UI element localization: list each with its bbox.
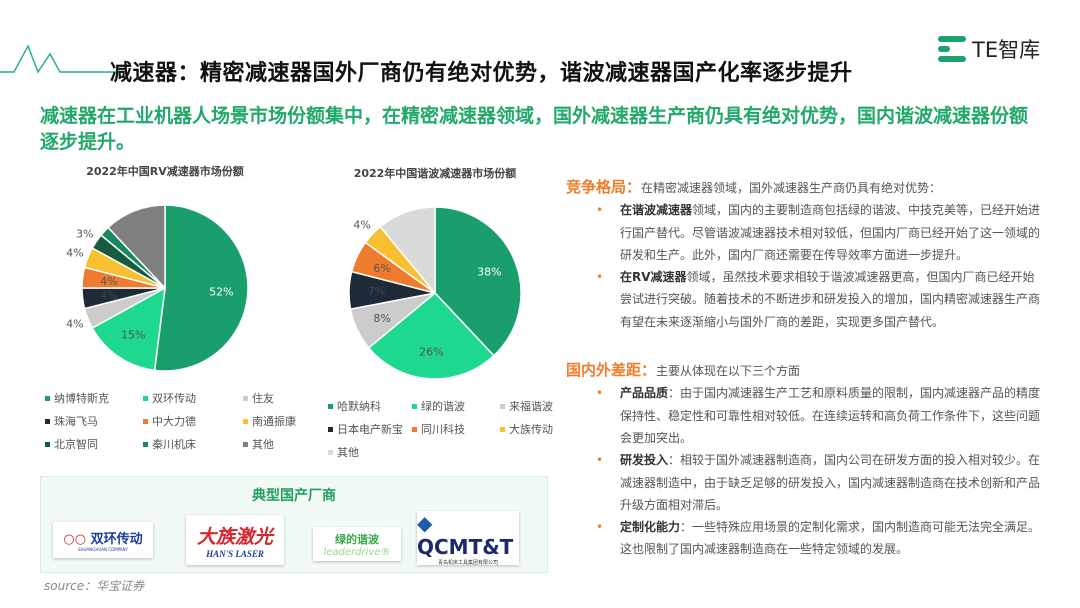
data-label: 7%: [368, 285, 385, 298]
data-label: 52%: [209, 286, 233, 299]
legend-label: 来福谐波: [509, 400, 553, 413]
legend-item: 日本电产新宝: [328, 421, 412, 437]
legend-item: 哈默纳科: [328, 398, 412, 414]
legend-item: 珠海飞马: [45, 413, 143, 429]
logo-qcmtt: ◆ QCMT&T 青岛机床工具集团有限公司: [417, 511, 519, 566]
brand-logo: TE智库: [938, 34, 1040, 64]
legend-swatch: [143, 395, 148, 401]
logo-leaderdrive: 绿的谐波 leaderdrive®: [313, 527, 401, 561]
legend-label: 日本电产新宝: [337, 423, 403, 436]
legend-item: 南通振康: [243, 413, 323, 429]
legend-label: 其他: [252, 438, 274, 451]
legend-item: 中大力德: [143, 413, 243, 429]
chart-title-rv: 2022年中国RV减速器市场份额: [86, 165, 244, 178]
logo-shuanghuan: ○○ 双环传动 SHUANGHUAN COMPANY: [53, 522, 153, 558]
section-competition: 竞争格局：在精密减速器领域，国外减速器生产商仍具有绝对优势：: [566, 176, 1046, 199]
data-label: 4%: [66, 318, 83, 331]
pie-slice: [367, 291, 495, 380]
legend-swatch: [45, 418, 50, 424]
data-label: 4%: [100, 275, 117, 288]
brand-logo-icon: [938, 36, 966, 62]
legend-label: 北京智同: [54, 438, 98, 451]
list-item: • 在RV减速器领域，虽然技术要求相较于谐波减速器更高，但国内厂商已经开始尝试进行…: [596, 270, 1041, 329]
legend-swatch: [243, 441, 248, 447]
pie-slice: [434, 206, 522, 357]
typical-makers-panel: 典型国产厂商 ○○ 双环传动 SHUANGHUAN COMPANY 大族激光 H…: [40, 476, 548, 573]
data-label: 4%: [100, 289, 117, 302]
pulse-line-decoration: [0, 44, 120, 74]
legend-item: 来福谐波: [500, 398, 570, 414]
analysis-text: 竞争格局：在精密减速器领域，国外减速器生产商仍具有绝对优势： • 在谐波减速器领域…: [566, 176, 1046, 561]
page-title: 减速器：精密减速器国外厂商仍有绝对优势，谐波减速器国产化率逐步提升: [110, 61, 853, 86]
legend-item: 双环传动: [143, 390, 243, 406]
legend-label: 住友: [252, 392, 274, 405]
legend-label: 南通振康: [252, 415, 296, 428]
data-label: 3%: [76, 227, 93, 240]
brand-name: TE智库: [972, 38, 1041, 62]
legend-swatch: [243, 395, 248, 401]
list-item: • 定制化能力：一些特殊应用场景的定制化需求，国内制造商可能无法完全满足。这也限制…: [596, 520, 1041, 557]
legend-item: 同川科技: [412, 421, 500, 437]
legend-label: 哈默纳科: [337, 400, 381, 413]
legend-swatch: [143, 441, 148, 447]
data-label: 26%: [419, 345, 443, 358]
makers-title: 典型国产厂商: [252, 488, 336, 504]
legend-item: 大族传动: [500, 421, 570, 437]
legend-swatch: [328, 403, 333, 409]
list-item: • 在谐波减速器领域，国内的主要制造商包括绿的谐波、中技克美等，已经开始进行国产替…: [596, 203, 1041, 262]
legend-item: 北京智同: [45, 436, 143, 452]
legend-swatch: [412, 426, 417, 432]
legend-label: 同川科技: [421, 423, 465, 436]
legend-item: 其他: [243, 436, 323, 452]
data-label: 6%: [373, 262, 390, 275]
data-label: 4%: [353, 219, 370, 232]
legend-swatch: [143, 418, 148, 424]
data-label: 15%: [121, 329, 145, 342]
legend-item: 其他: [328, 444, 412, 460]
legend-item: 住友: [243, 390, 323, 406]
section-heading: 竞争格局：: [566, 178, 642, 196]
legend-swatch: [45, 395, 50, 401]
legend-harmonic: 哈默纳科 绿的谐波 来福谐波日本电产新宝 同川科技 大族传动其他: [328, 398, 570, 460]
legend-label: 其他: [337, 446, 359, 459]
legend-rv: 纳博特斯克 双环传动 住友珠海飞马 中大力德 南通振康北京智同 秦川机床 其他: [45, 390, 323, 452]
legend-item: 绿的谐波: [412, 398, 500, 414]
legend-swatch: [412, 403, 417, 409]
legend-label: 秦川机床: [152, 438, 196, 451]
data-label: 4%: [66, 246, 83, 259]
section-heading: 国内外差距：: [566, 361, 657, 380]
legend-label: 双环传动: [152, 392, 196, 405]
legend-label: 纳博特斯克: [54, 392, 109, 405]
legend-swatch: [328, 426, 333, 432]
section-intro: 主要从体现在以下三个方面: [656, 364, 801, 379]
logo-hans-laser: 大族激光 HAN'S LASER: [186, 515, 284, 565]
data-label: 38%: [477, 265, 501, 278]
pie-slice: [379, 206, 436, 296]
pie-chart-rv: 52%15%4%4%4%4%3%: [66, 204, 249, 372]
pie-chart-harmonic: 38% 26% 8% 7% 6% 4%: [348, 206, 522, 380]
legend-label: 绿的谐波: [421, 400, 465, 413]
legend-item: 纳博特斯克: [45, 390, 143, 406]
legend-label: 珠海飞马: [54, 415, 98, 428]
pie-slice: [91, 286, 166, 372]
legend-swatch: [45, 441, 50, 447]
legend-swatch: [328, 449, 333, 455]
legend-label: 大族传动: [509, 423, 553, 436]
legend-swatch: [500, 426, 505, 432]
data-label: 8%: [373, 312, 390, 325]
section-intro: 在精密减速器领域，国外减速器生产商仍具有绝对优势：: [641, 181, 942, 195]
pie-slice: [153, 204, 249, 372]
list-item: • 产品品质：由于国内减速器生产工艺和原料质量的限制，国内减速器产品的精度保持性、…: [596, 386, 1041, 445]
legend-swatch: [243, 418, 248, 424]
legend-swatch: [500, 403, 505, 409]
chart-title-harmonic: 2022年中国谐波减速器市场份额: [353, 167, 517, 180]
source-note: source：华宝证券: [44, 579, 145, 593]
legend-label: 中大力德: [152, 415, 196, 428]
legend-item: 秦川机床: [143, 436, 243, 452]
section-gap: 国内外差距：主要从体现在以下三个方面: [566, 359, 1046, 382]
list-item: • 研发投入：相较于国外减速器制造商，国内公司在研发方面的投入相对较少。在减速器制…: [596, 453, 1041, 512]
subtitle: 减速器在工业机器人场景市场份额集中，在精密减速器领域，国外减速器生产商仍具有绝对…: [40, 105, 1029, 153]
pie-slice: [107, 204, 166, 290]
